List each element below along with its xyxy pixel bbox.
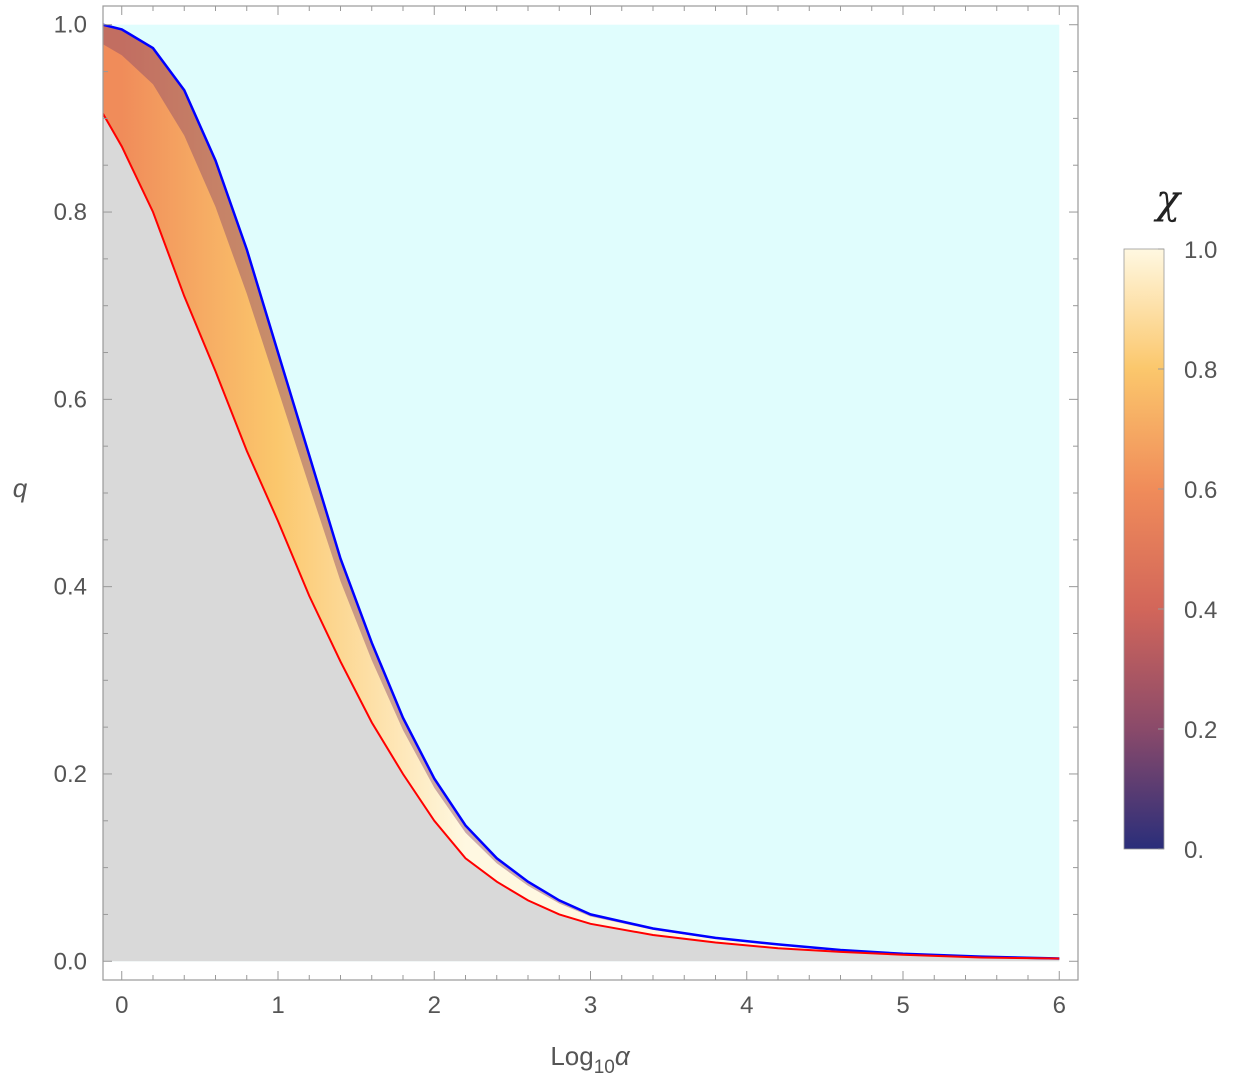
y-tick-label: 0.6 [54,386,87,413]
x-tick-label: 2 [428,992,441,1019]
colorbar-tick-label: 0.2 [1184,717,1217,744]
y-tick-label: 1.0 [54,12,87,39]
x-tick-label: 4 [740,992,753,1019]
y-tick-label: 0.8 [54,199,87,226]
y-axis-title: q [13,473,28,503]
lower-region-fill [103,113,1060,962]
colorbar-title: χ [1153,177,1183,223]
colorbar-tick-label: 0. [1184,837,1204,864]
colorbar-tick-label: 1.0 [1184,237,1217,264]
y-tick-label: 0.0 [54,948,87,975]
chi-band-fill [103,24,1060,959]
x-axis-tick-labels: 0 1 2 3 4 5 6 [115,992,1066,1019]
colorbar-legend: χ 0. 0.2 0.4 0.6 0.8 1.0 [1123,177,1217,864]
x-tick-label: 1 [271,992,284,1019]
upper-boundary-curve [103,23,1060,960]
colorbar-tick-label: 0.8 [1184,357,1217,384]
x-tick-label: 0 [115,992,128,1019]
colorbar-tick-labels: 0. 0.2 0.4 0.6 0.8 1.0 [1184,237,1217,864]
colorbar-ticks [1158,248,1164,850]
x-axis-ticks [121,6,1060,980]
y-tick-label: 0.2 [54,761,87,788]
y-tick-label: 0.4 [54,574,87,601]
colorbar-tick-label: 0.6 [1184,477,1217,504]
lower-boundary-curve [103,113,1060,960]
colorbar-gradient [1123,248,1165,850]
y-axis-tick-labels: 0.0 0.2 0.4 0.6 0.8 1.0 [54,12,87,976]
y-axis-ticks [103,24,1078,962]
x-axis-title: Log10α [550,1041,631,1078]
x-tick-label: 5 [896,992,909,1019]
x-tick-label: 6 [1053,992,1066,1019]
x-tick-label: 3 [584,992,597,1019]
colorbar-tick-label: 0.4 [1184,597,1217,624]
